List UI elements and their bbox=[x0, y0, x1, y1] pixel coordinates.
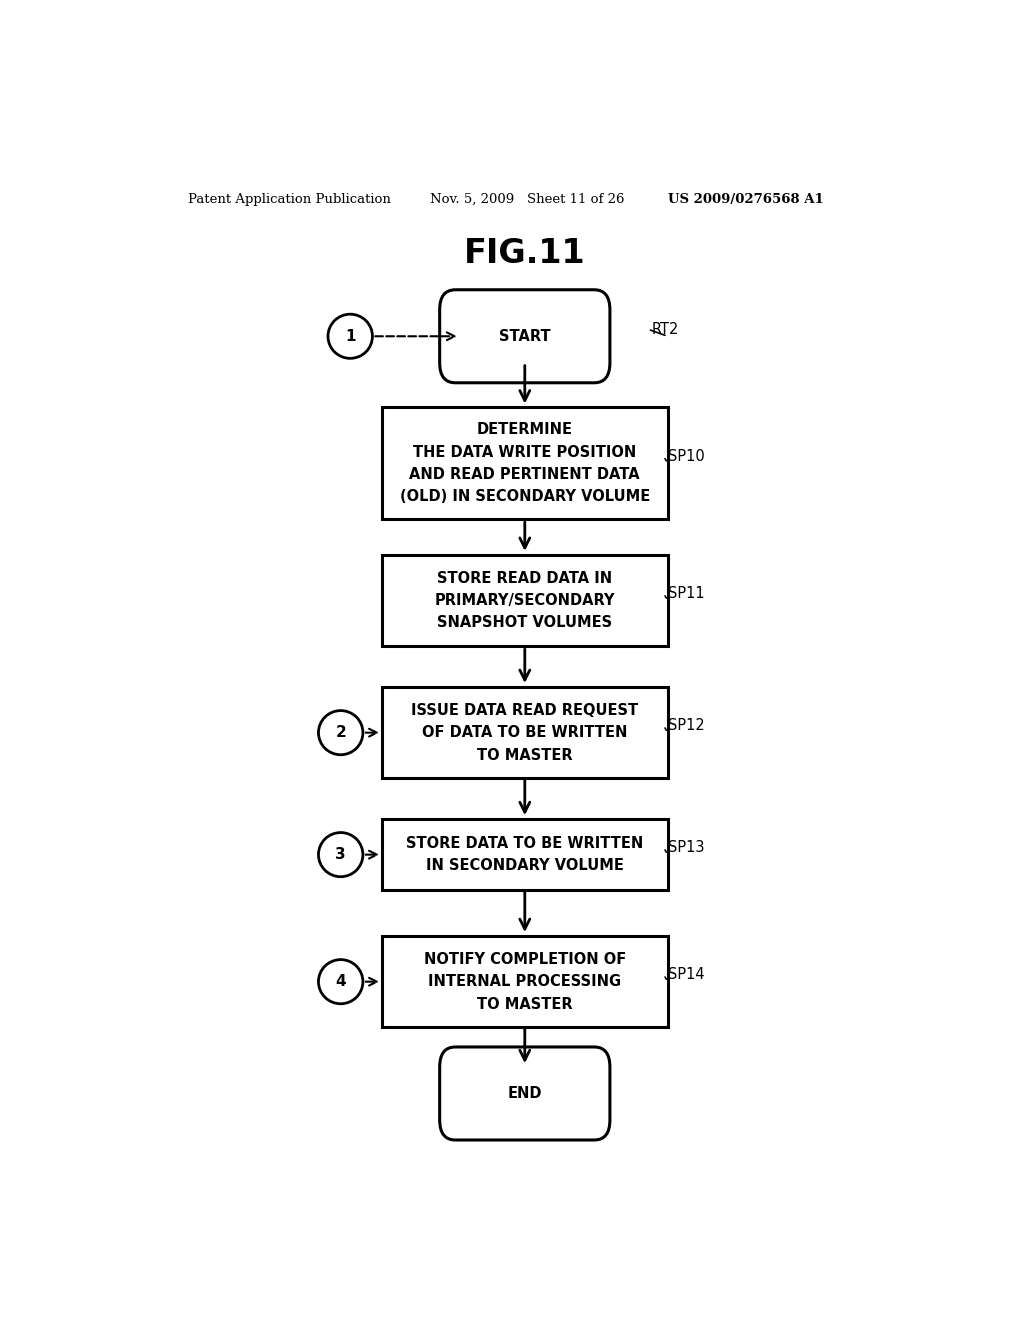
Text: TO MASTER: TO MASTER bbox=[477, 747, 572, 763]
Text: NOTIFY COMPLETION OF: NOTIFY COMPLETION OF bbox=[424, 952, 626, 966]
Ellipse shape bbox=[318, 710, 362, 755]
Text: 2: 2 bbox=[335, 725, 346, 741]
Bar bbox=[382, 818, 668, 890]
Ellipse shape bbox=[328, 314, 373, 358]
Ellipse shape bbox=[318, 833, 362, 876]
Text: DETERMINE: DETERMINE bbox=[477, 422, 572, 437]
Text: RT2: RT2 bbox=[652, 322, 679, 337]
FancyBboxPatch shape bbox=[439, 290, 610, 383]
Text: OF DATA TO BE WRITTEN: OF DATA TO BE WRITTEN bbox=[422, 725, 628, 741]
Text: INTERNAL PROCESSING: INTERNAL PROCESSING bbox=[428, 974, 622, 989]
Text: SP12: SP12 bbox=[668, 718, 705, 733]
Text: SP10: SP10 bbox=[668, 449, 705, 463]
Text: TO MASTER: TO MASTER bbox=[477, 997, 572, 1011]
Ellipse shape bbox=[318, 960, 362, 1003]
Text: SNAPSHOT VOLUMES: SNAPSHOT VOLUMES bbox=[437, 615, 612, 631]
Text: END: END bbox=[508, 1086, 542, 1101]
Text: 4: 4 bbox=[336, 974, 346, 989]
Bar bbox=[382, 936, 668, 1027]
Bar bbox=[382, 686, 668, 779]
Text: AND READ PERTINENT DATA: AND READ PERTINENT DATA bbox=[410, 467, 640, 482]
Text: (OLD) IN SECONDARY VOLUME: (OLD) IN SECONDARY VOLUME bbox=[399, 490, 650, 504]
Text: IN SECONDARY VOLUME: IN SECONDARY VOLUME bbox=[426, 858, 624, 874]
Text: Nov. 5, 2009   Sheet 11 of 26: Nov. 5, 2009 Sheet 11 of 26 bbox=[430, 193, 624, 206]
Text: 1: 1 bbox=[345, 329, 355, 343]
Text: 3: 3 bbox=[336, 847, 346, 862]
Text: START: START bbox=[499, 329, 551, 343]
Text: SP14: SP14 bbox=[668, 968, 705, 982]
Bar bbox=[382, 408, 668, 519]
Text: US 2009/0276568 A1: US 2009/0276568 A1 bbox=[668, 193, 823, 206]
Bar bbox=[382, 554, 668, 647]
Text: SP11: SP11 bbox=[668, 586, 705, 601]
Text: ISSUE DATA READ REQUEST: ISSUE DATA READ REQUEST bbox=[412, 702, 638, 718]
Text: Patent Application Publication: Patent Application Publication bbox=[187, 193, 390, 206]
Text: PRIMARY/SECONDARY: PRIMARY/SECONDARY bbox=[434, 593, 615, 609]
Text: STORE READ DATA IN: STORE READ DATA IN bbox=[437, 570, 612, 586]
FancyBboxPatch shape bbox=[439, 1047, 610, 1140]
Text: SP13: SP13 bbox=[668, 840, 705, 855]
Text: THE DATA WRITE POSITION: THE DATA WRITE POSITION bbox=[413, 445, 637, 459]
Text: FIG.11: FIG.11 bbox=[464, 238, 586, 271]
Text: STORE DATA TO BE WRITTEN: STORE DATA TO BE WRITTEN bbox=[407, 836, 643, 851]
